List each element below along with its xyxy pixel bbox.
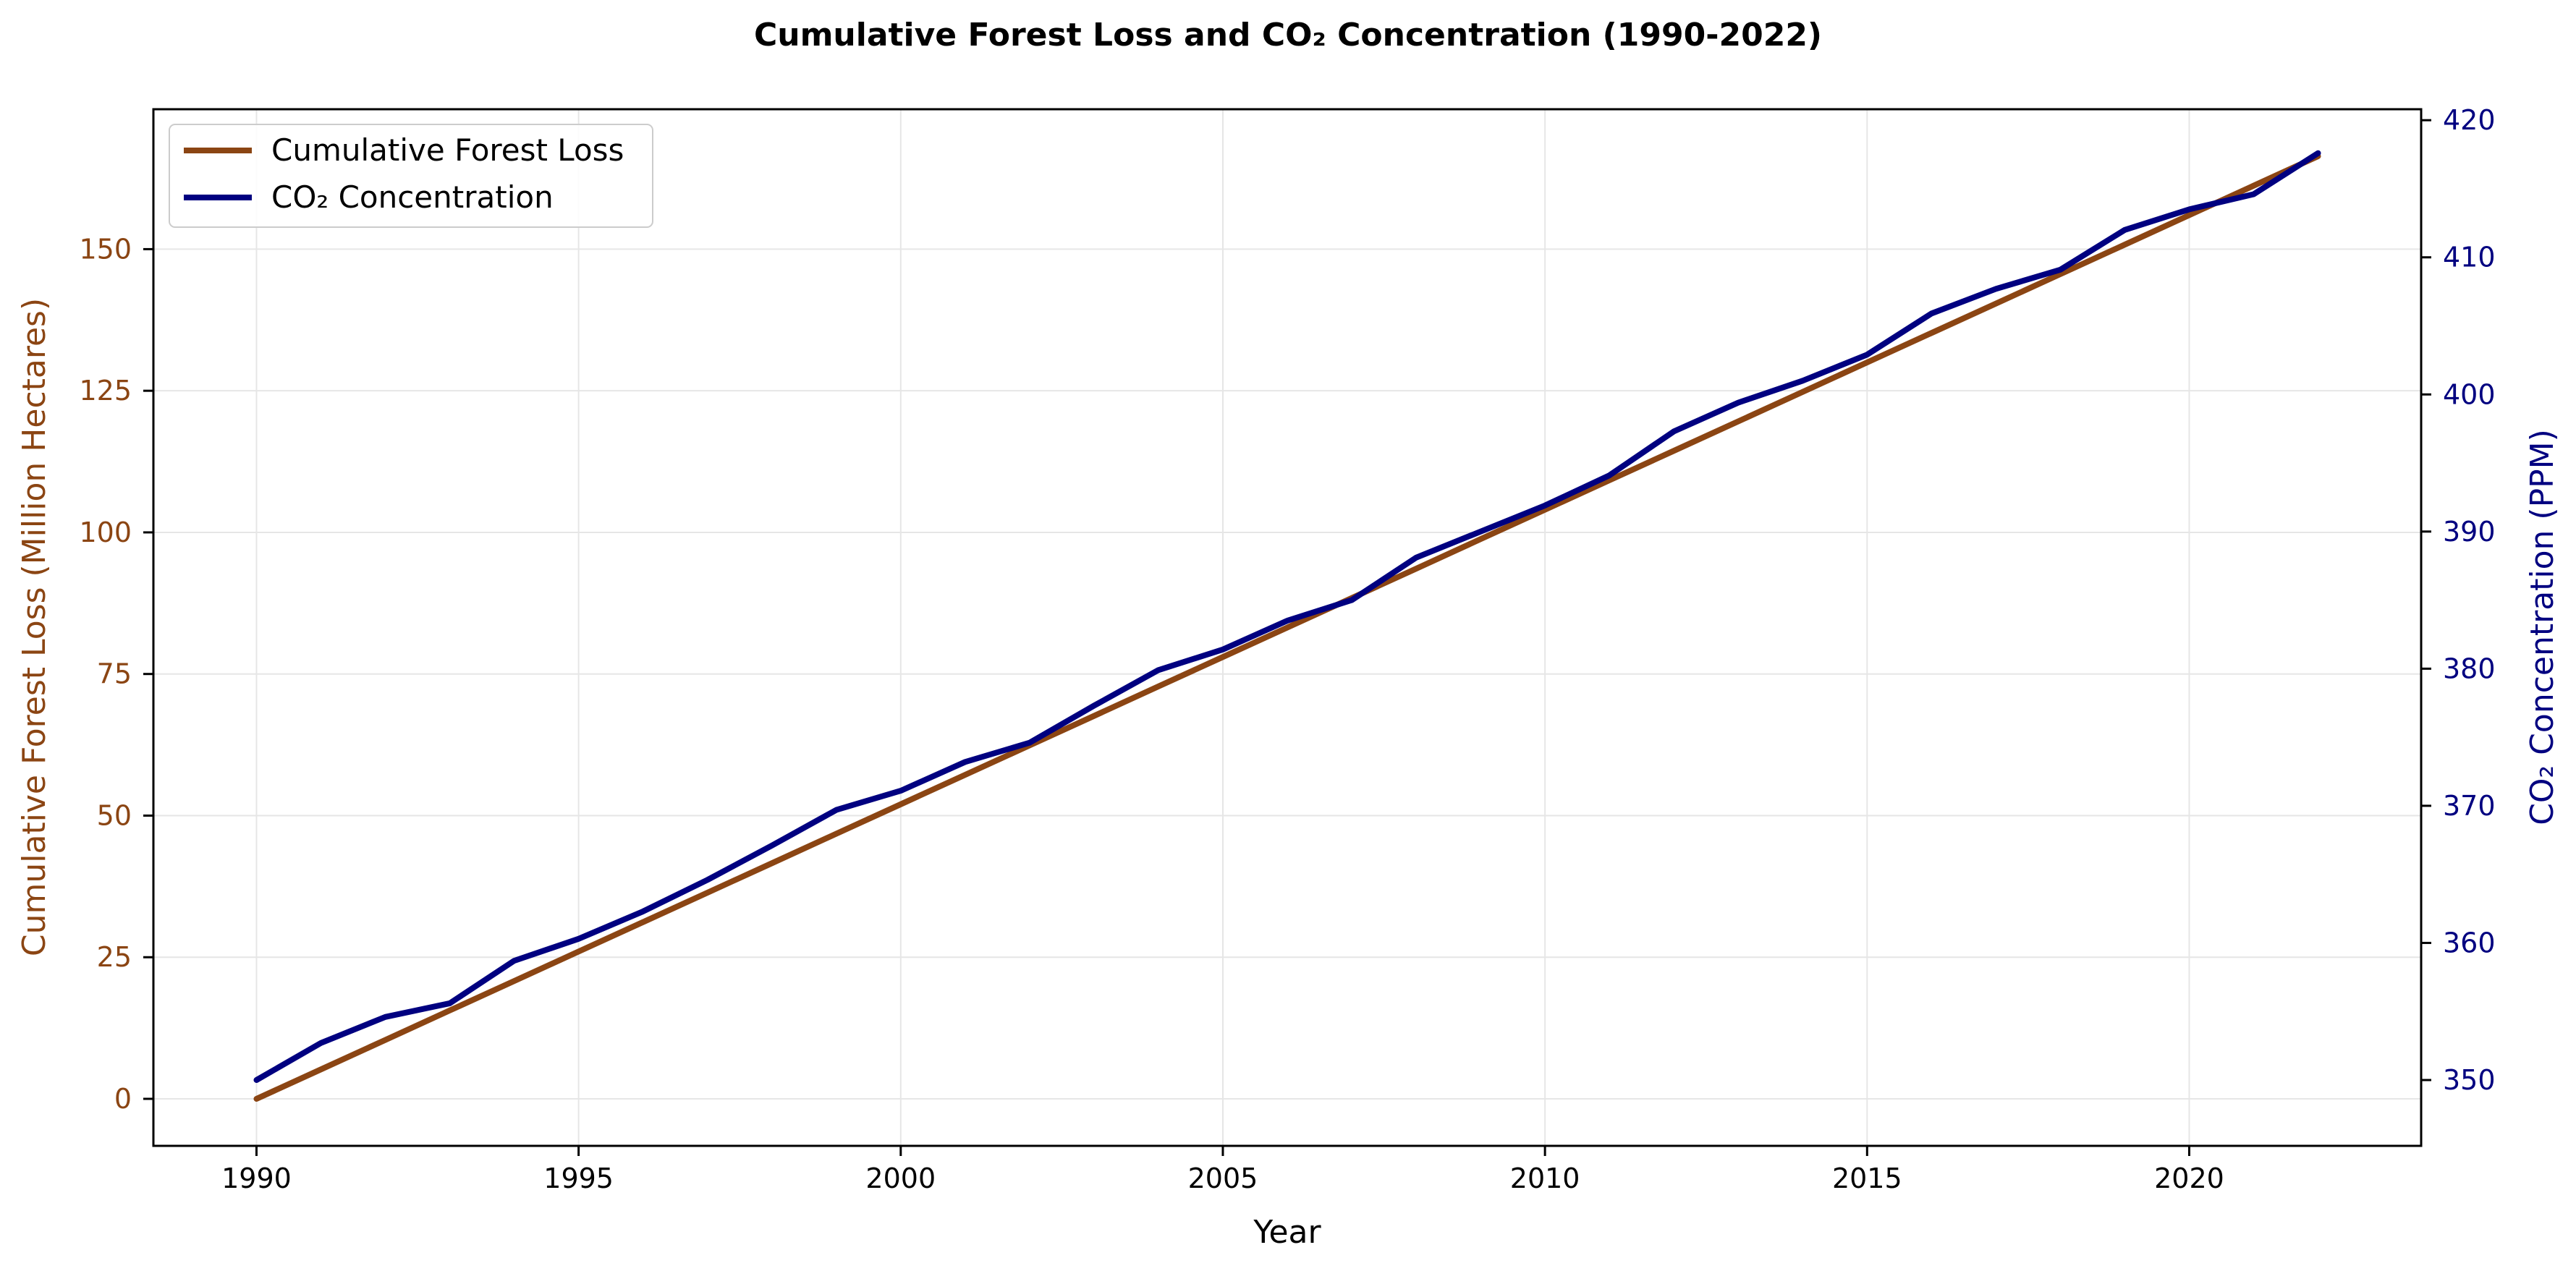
y-right-tick-label: 420: [2443, 104, 2496, 136]
y-right-tick-label: 390: [2443, 516, 2496, 548]
legend-label-co2: CO₂ Concentration: [271, 179, 554, 215]
y-left-tick-label: 0: [114, 1083, 132, 1115]
series-line-forest-loss: [253, 153, 2321, 1102]
y-left-axis-label: Cumulative Forest Loss (Million Hectares…: [16, 298, 53, 956]
plot-frame: [152, 108, 2423, 1147]
y-right-ticks: 350 360 370 380 390 400 410 420: [2421, 104, 2496, 1096]
series-layer: [253, 150, 2321, 1102]
x-tick-label: 2020: [2154, 1162, 2224, 1194]
x-tick-label: 2005: [1188, 1162, 1258, 1194]
legend: Cumulative Forest Loss CO₂ Concentration: [169, 124, 653, 228]
y-right-tick-label: 350: [2443, 1064, 2496, 1096]
y-left-tick-label: 50: [97, 799, 132, 831]
x-tick-label: 2015: [1832, 1162, 1902, 1194]
chart-title: Cumulative Forest Loss and CO₂ Concentra…: [754, 17, 1822, 54]
legend-label-forest-loss: Cumulative Forest Loss: [271, 132, 624, 168]
y-left-tick-label: 125: [79, 375, 132, 407]
x-ticks: 1990 1995 2000 2005 2010 2015 2020: [221, 1146, 2224, 1194]
y-right-axis-label: CO₂ Concentration (PPM): [2524, 429, 2561, 825]
y-right-tick-label: 400: [2443, 378, 2496, 410]
y-left-ticks: 0 25 50 75 100 125 150: [79, 233, 153, 1115]
y-right-tick-label: 370: [2443, 790, 2496, 822]
series-line-co2: [253, 150, 2321, 1083]
y-left-tick-label: 25: [97, 941, 132, 973]
y-left-tick-label: 75: [97, 658, 132, 690]
y-right-tick-label: 360: [2443, 927, 2496, 958]
x-tick-label: 1995: [543, 1162, 614, 1194]
x-axis-label: Year: [1253, 1214, 1321, 1251]
y-right-tick-label: 380: [2443, 652, 2496, 684]
x-tick-label: 2010: [1510, 1162, 1580, 1194]
legend-box: [169, 124, 653, 228]
y-left-tick-label: 100: [79, 517, 132, 548]
y-right-tick-label: 410: [2443, 242, 2496, 273]
x-tick-label: 1990: [221, 1162, 292, 1194]
y-left-tick-label: 150: [79, 233, 132, 265]
x-tick-label: 2000: [865, 1162, 936, 1194]
